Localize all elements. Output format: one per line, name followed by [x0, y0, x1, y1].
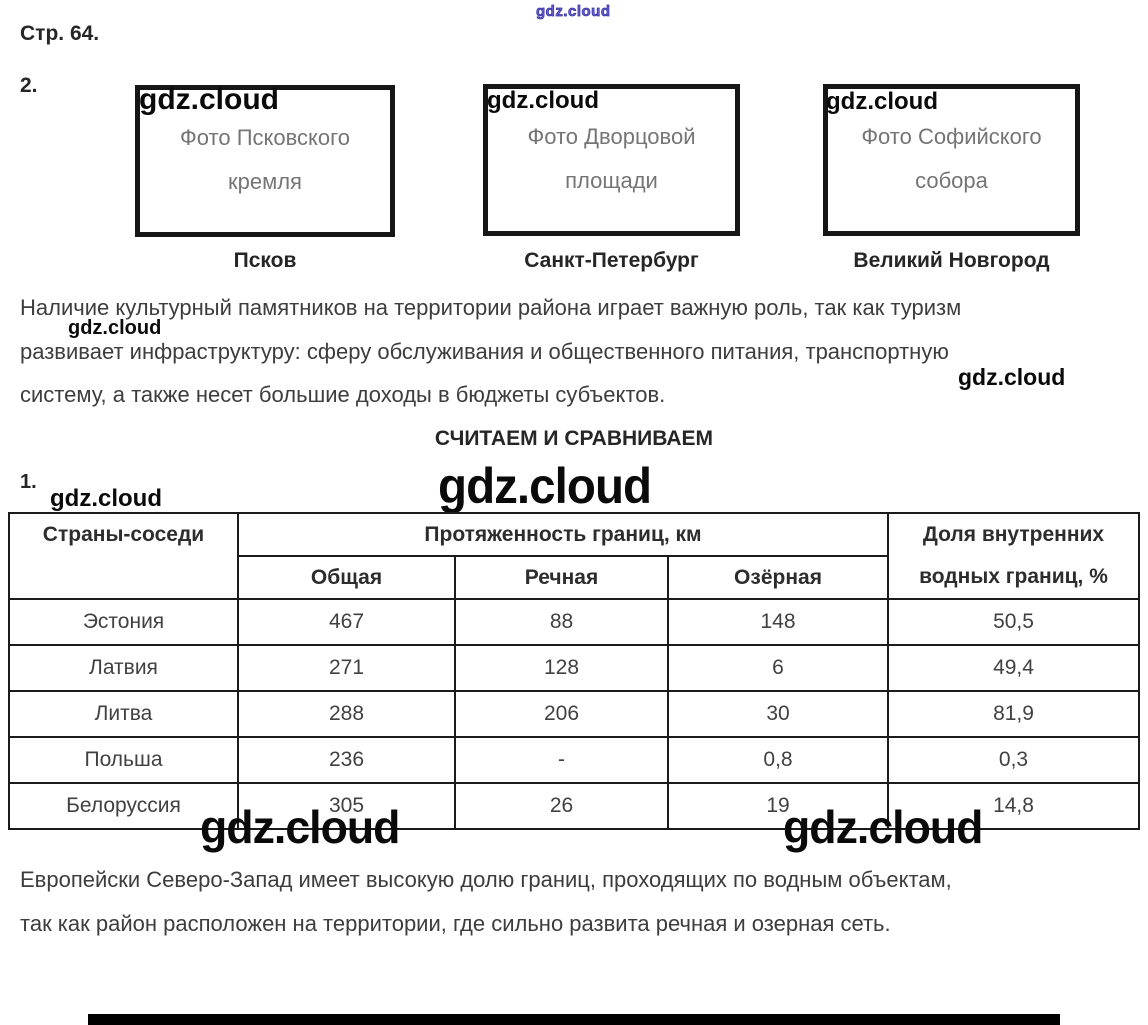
- cell-country: Латвия: [8, 644, 239, 692]
- watermark-paragraph-right: gdz.cloud: [958, 364, 1066, 390]
- cell-country: Белоруссия: [8, 782, 239, 830]
- table-subheader-total: Общая: [237, 555, 456, 600]
- photo-placeholder-box-novgorod: Фото Софийского собора: [823, 84, 1080, 236]
- cell-river-border: 26: [454, 782, 669, 830]
- task-1-label: 1.: [20, 471, 37, 493]
- cell-country: Эстония: [8, 598, 239, 646]
- photo-placeholder-box-pskov: Фото Псковского кремля: [135, 85, 395, 237]
- borders-table-container: Страны-соседи Протяженность границ, км Д…: [8, 512, 1140, 830]
- cell-lake-border: 148: [667, 598, 889, 646]
- photo-placeholder-text: кремля: [228, 169, 302, 194]
- cell-total-border: 288: [237, 690, 456, 738]
- task-2-label: 2.: [20, 74, 38, 97]
- watermark-box-3: gdz.cloud: [826, 88, 938, 115]
- cell-country: Польша: [8, 736, 239, 784]
- paragraph-2-line-2: так как район расположен на территории, …: [20, 911, 891, 936]
- table-row: Эстония 467 88 148 50,5: [8, 598, 1140, 646]
- table-row: Латвия 271 128 6 49,4: [8, 644, 1140, 692]
- photo-placeholder-text: площади: [565, 168, 658, 193]
- cell-total-border: 467: [237, 598, 456, 646]
- table-row: Белоруссия 305 26 19 14,8: [8, 782, 1140, 830]
- cell-lake-border: 19: [667, 782, 889, 830]
- photo-caption-spb: Санкт-Петербург: [524, 249, 699, 272]
- cell-total-border: 236: [237, 736, 456, 784]
- photo-placeholder-text: собора: [915, 168, 988, 193]
- watermark-below-table-right: gdz.cloud: [783, 801, 983, 853]
- table-subheader-lake: Озёрная: [667, 555, 889, 600]
- watermark-paragraph-left: gdz.cloud: [68, 317, 162, 339]
- page-number-label: Стр. 64.: [20, 22, 100, 45]
- cell-river-border: -: [454, 736, 669, 784]
- photo-caption-novgorod: Великий Новгород: [853, 249, 1050, 272]
- watermark-box-2: gdz.cloud: [487, 87, 599, 114]
- borders-table: Страны-соседи Протяженность границ, км Д…: [8, 512, 1140, 830]
- section-heading: СЧИТАЕМ И СРАВНИВАЕМ: [434, 427, 714, 450]
- paragraph-2-line-1: Европейски Северо-Запад имеет высокую до…: [20, 867, 952, 892]
- table-row: Литва 288 206 30 81,9: [8, 690, 1140, 738]
- cell-water-share: 49,4: [887, 644, 1140, 692]
- table-header-water-share: Доля внутренних водных границ, %: [887, 512, 1140, 600]
- watermark-near-task1: gdz.cloud: [50, 485, 162, 512]
- cell-water-share: 14,8: [887, 782, 1140, 830]
- table-header-border-length: Протяженность границ, км: [237, 512, 889, 557]
- cell-river-border: 206: [454, 690, 669, 738]
- cell-river-border: 88: [454, 598, 669, 646]
- cell-water-share: 81,9: [887, 690, 1140, 738]
- paragraph-1-line-2: развивает инфраструктуру: сферу обслужив…: [20, 339, 949, 364]
- photo-placeholder-text: Фото Дворцовой: [527, 124, 696, 149]
- cell-total-border: 271: [237, 644, 456, 692]
- cell-water-share: 50,5: [887, 598, 1140, 646]
- photo-caption-pskov: Псков: [233, 249, 297, 272]
- table-subheader-river: Речная: [454, 555, 669, 600]
- cell-lake-border: 6: [667, 644, 889, 692]
- table-row: Польша 236 - 0,8 0,3: [8, 736, 1140, 784]
- bottom-scan-bar: [88, 1014, 1060, 1025]
- table-header-countries: Страны-соседи: [8, 512, 239, 600]
- paragraph-1-line-1: Наличие культурный памятников на террито…: [20, 295, 962, 320]
- watermark-box-1: gdz.cloud: [139, 83, 279, 116]
- cell-water-share: 0,3: [887, 736, 1140, 784]
- watermark-center-large: gdz.cloud: [438, 458, 652, 514]
- paragraph-1-line-3: систему, а также несет большие доходы в …: [20, 382, 666, 407]
- cell-lake-border: 30: [667, 690, 889, 738]
- cell-total-border: 305: [237, 782, 456, 830]
- watermark-top: gdz.cloud: [536, 3, 611, 21]
- photo-placeholder-text: Фото Псковского: [180, 125, 350, 150]
- watermark-below-table-left: gdz.cloud: [200, 801, 400, 853]
- photo-placeholder-box-spb: Фото Дворцовой площади: [483, 84, 740, 236]
- cell-country: Литва: [8, 690, 239, 738]
- cell-river-border: 128: [454, 644, 669, 692]
- photo-placeholder-text: Фото Софийского: [861, 124, 1042, 149]
- cell-lake-border: 0,8: [667, 736, 889, 784]
